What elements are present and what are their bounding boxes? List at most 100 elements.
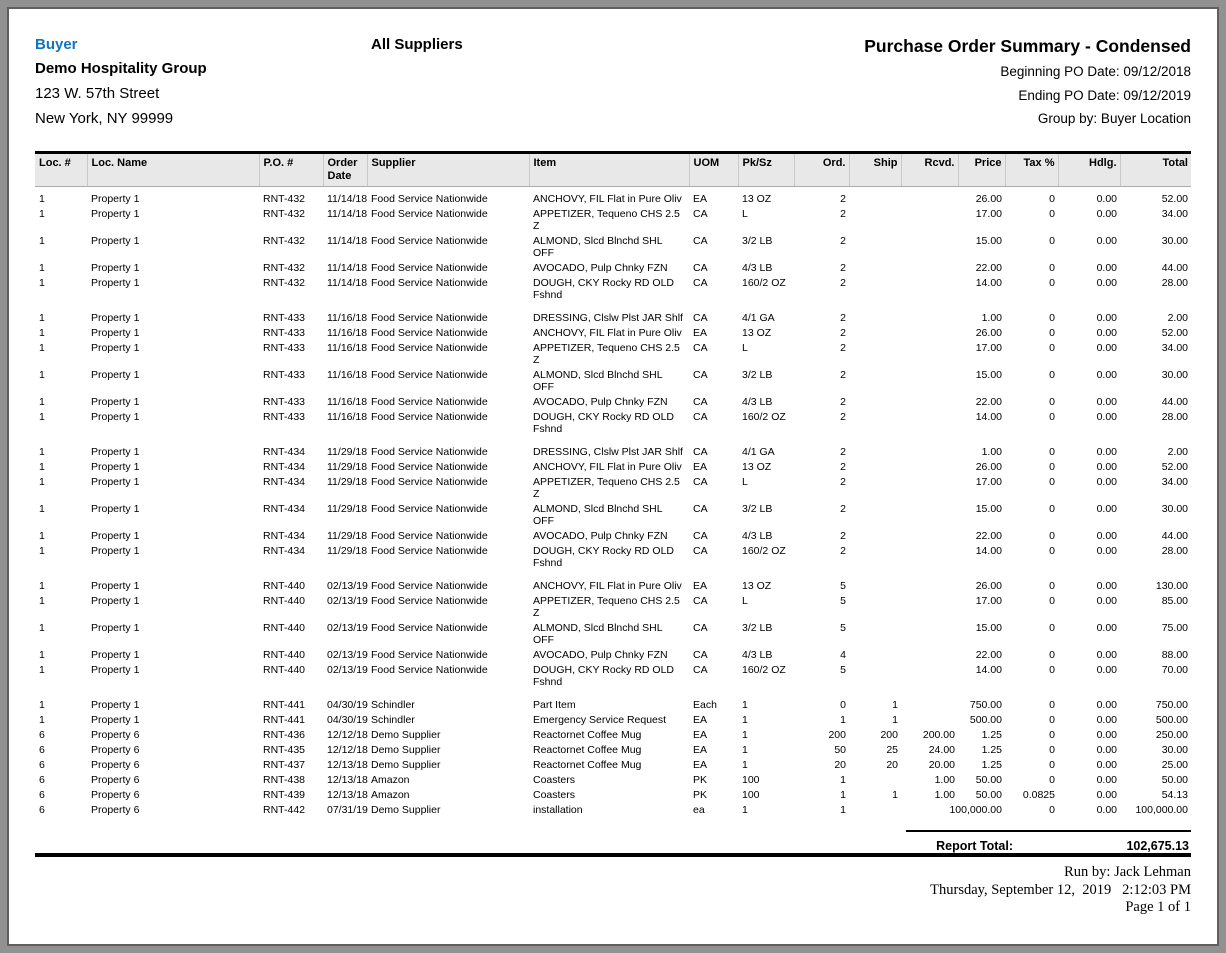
cell-loc: 1 — [39, 411, 45, 423]
report-footer: Run by: Jack Lehman Thursday, September … — [35, 853, 1191, 917]
cell-supplier: Food Service Nationwide — [371, 327, 488, 339]
group-gap-cell — [35, 436, 1191, 444]
cell-supplier: Food Service Nationwide — [371, 595, 488, 607]
cell-rcvd: 1.00 — [934, 789, 955, 801]
cell-po: RNT-433 — [263, 411, 306, 423]
cell-tax: 0 — [1049, 622, 1055, 634]
cell-supplier: Food Service Nationwide — [371, 545, 488, 557]
cell-supplier: Food Service Nationwide — [371, 530, 488, 542]
cell-item: Reactornet Coffee Mug — [533, 744, 642, 756]
cell-name: Property 1 — [91, 580, 140, 592]
column-header-pksz: Pk/Sz — [737, 151, 794, 187]
cell-tax: 0 — [1049, 714, 1055, 726]
cell-item: Reactornet Coffee Mug — [533, 729, 642, 741]
cell-ord: 2 — [840, 503, 846, 515]
cell-date: 11/16/18 — [327, 369, 368, 381]
cell-ord: 2 — [840, 277, 846, 289]
cell-ord: 200 — [828, 729, 846, 741]
cell-loc: 1 — [39, 327, 45, 339]
cell-uom: CA — [693, 530, 708, 542]
cell-ship — [849, 772, 901, 787]
cell-loc: 1 — [39, 530, 45, 542]
cell-date: 12/13/18 — [327, 789, 368, 801]
table-row: 1 Property 1 RNT-432 11/14/18 Food Service N… — [35, 187, 1191, 207]
cell-name: Property 1 — [91, 312, 140, 324]
cell-pksz: 4/1 GA — [742, 446, 775, 458]
cell-pksz: 100 — [742, 774, 760, 786]
column-header-date: Order Date — [322, 151, 367, 187]
cell-loc: 1 — [39, 208, 45, 220]
cell-item: APPETIZER, Tequeno CHS 2.5 Z — [533, 595, 680, 619]
table-row: 6 Property 6 RNT-442 07/31/19 Demo Supplier i… — [35, 802, 1191, 817]
cell-ord: 0 — [840, 699, 846, 711]
table-body: 1 Property 1 RNT-432 11/14/18 Food Service N… — [35, 187, 1191, 818]
cell-item: ANCHOVY, FIL Flat in Pure Oliv — [533, 193, 682, 205]
cell-rcvd — [901, 647, 958, 662]
table-row: 1 Property 1 RNT-434 11/29/18 Food Service N… — [35, 543, 1191, 570]
cell-pksz: 13 OZ — [742, 580, 772, 592]
cell-loc: 1 — [39, 235, 45, 247]
cell-tax: 0 — [1049, 327, 1055, 339]
cell-total: 54.13 — [1161, 789, 1188, 801]
cell-ship — [849, 528, 901, 543]
cell-hdlg: 0.00 — [1096, 649, 1117, 661]
cell-ship — [849, 340, 901, 367]
cell-ship — [849, 394, 901, 409]
table-row: 1 Property 1 RNT-434 11/29/18 Food Service N… — [35, 459, 1191, 474]
cell-date: 02/13/19 — [327, 595, 368, 607]
cell-pksz: 1 — [742, 744, 748, 756]
cell-total: 85.00 — [1161, 595, 1188, 607]
cell-price: 14.00 — [975, 545, 1002, 557]
cell-uom: CA — [693, 664, 708, 676]
cell-name: Property 1 — [91, 411, 140, 423]
cell-item: Coasters — [533, 774, 576, 786]
cell-loc: 1 — [39, 649, 45, 661]
table-row: 1 Property 1 RNT-440 02/13/19 Food Service N… — [35, 578, 1191, 593]
cell-name: Property 1 — [91, 235, 140, 247]
cell-rcvd: 24.00 — [928, 744, 955, 756]
cell-hdlg: 0.00 — [1096, 622, 1117, 634]
cell-date: 11/16/18 — [327, 312, 368, 324]
cell-ship — [849, 444, 901, 459]
cell-loc: 6 — [39, 804, 45, 816]
cell-ship: 1 — [892, 714, 898, 726]
cell-name: Property 6 — [91, 729, 140, 741]
cell-uom: CA — [693, 342, 708, 354]
column-header-name: Loc. Name — [86, 151, 259, 187]
group-gap — [35, 689, 1191, 697]
suppliers-scope-label: All Suppliers — [371, 36, 463, 53]
cell-po: RNT-441 — [263, 699, 306, 711]
cell-ship — [849, 275, 901, 302]
cell-uom: CA — [693, 476, 708, 488]
cell-total: 44.00 — [1161, 396, 1188, 408]
cell-tax: 0 — [1049, 396, 1055, 408]
cell-price: 15.00 — [975, 235, 1002, 247]
cell-tax: 0 — [1049, 774, 1055, 786]
cell-ord: 1 — [840, 804, 846, 816]
cell-hdlg: 0.00 — [1096, 664, 1117, 676]
page-number: Page 1 of 1 — [1125, 899, 1191, 915]
cell-pksz: 100 — [742, 789, 760, 801]
cell-loc: 1 — [39, 193, 45, 205]
cell-rcvd: 200.00 — [922, 729, 955, 741]
table-row: 1 Property 1 RNT-433 11/16/18 Food Service N… — [35, 409, 1191, 436]
table-row: 1 Property 1 RNT-441 04/30/19 Schindler Part … — [35, 697, 1191, 712]
cell-uom: EA — [693, 744, 708, 756]
cell-rcvd — [901, 474, 958, 501]
cell-pksz: 13 OZ — [742, 193, 772, 205]
column-header-ship: Ship — [848, 151, 901, 187]
cell-hdlg: 0.00 — [1096, 789, 1117, 801]
cell-item: ANCHOVY, FIL Flat in Pure Oliv — [533, 327, 682, 339]
cell-price: 1.25 — [981, 744, 1002, 756]
cell-uom: EA — [693, 759, 708, 771]
cell-ord: 2 — [840, 342, 846, 354]
cell-loc: 1 — [39, 545, 45, 557]
group-gap-cell — [35, 570, 1191, 578]
cell-date: 11/14/18 — [327, 262, 368, 274]
cell-supplier: Food Service Nationwide — [371, 277, 488, 289]
cell-pksz: 1 — [742, 759, 748, 771]
column-header-total: Total — [1119, 151, 1191, 187]
cell-hdlg: 0.00 — [1096, 208, 1117, 220]
cell-pksz: 1 — [742, 804, 748, 816]
